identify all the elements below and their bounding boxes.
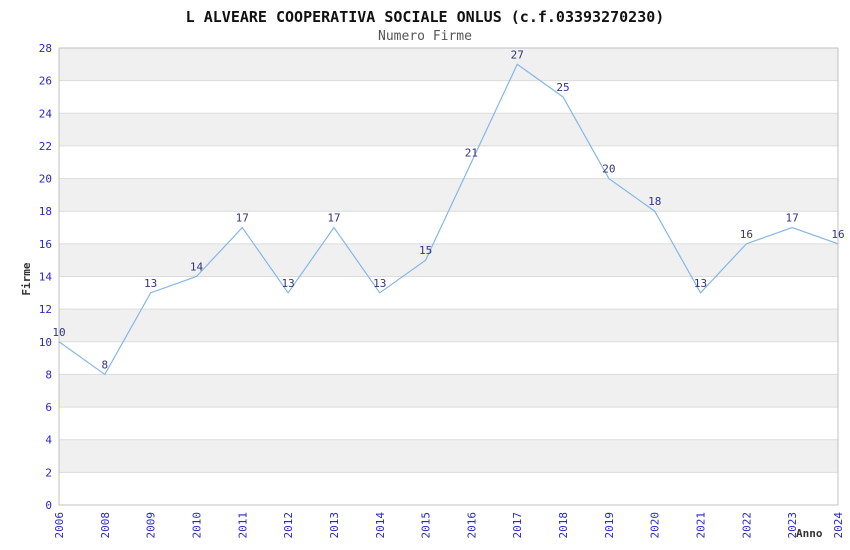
x-tick-label: 2024	[832, 512, 845, 539]
x-tick-label: 2011	[236, 512, 249, 539]
chart-subtitle: Numero Firme	[378, 29, 472, 44]
plot-band	[59, 243, 838, 277]
x-tick-label: 2022	[740, 512, 753, 539]
plot-bands	[59, 48, 838, 473]
x-tick-label: 2014	[374, 512, 387, 539]
data-point-label: 16	[740, 228, 753, 241]
data-point-label: 17	[327, 212, 340, 225]
series-line	[58, 63, 839, 376]
data-point-label: 16	[831, 228, 844, 241]
x-tick-label: 2012	[282, 512, 295, 539]
y-tick-label: 10	[39, 336, 52, 349]
data-point-label: 13	[373, 277, 386, 290]
y-tick-label: 18	[39, 205, 52, 218]
y-tick-label: 12	[39, 303, 52, 316]
x-tick-label: 2010	[190, 512, 203, 539]
x-tick-label: 2017	[511, 512, 524, 539]
data-point-label: 15	[419, 244, 432, 257]
x-tick-label: 2009	[145, 512, 158, 539]
data-point-label: 13	[694, 277, 707, 290]
chart-title: L ALVEARE COOPERATIVA SOCIALE ONLUS (c.f…	[185, 8, 665, 26]
y-tick-label: 4	[45, 434, 52, 447]
data-point-label: 20	[602, 163, 615, 176]
x-tick-label: 2015	[420, 512, 433, 539]
y-tick-label: 22	[39, 140, 52, 153]
x-tick-label: 2020	[649, 512, 662, 539]
x-tick-label: 2021	[695, 512, 708, 539]
y-tick-label: 26	[39, 75, 52, 88]
y-tick-label: 20	[39, 173, 52, 186]
plot-border	[58, 47, 839, 506]
y-tick-label: 8	[45, 368, 52, 381]
data-point-label: 10	[52, 326, 65, 339]
y-tick-label: 2	[45, 466, 52, 479]
plot-band	[59, 374, 838, 408]
data-point-label: 27	[511, 48, 524, 61]
data-point-label: 8	[102, 358, 109, 371]
gridlines	[59, 80, 838, 473]
data-point-label: 25	[556, 81, 569, 94]
y-axis-title: Firme	[20, 262, 33, 295]
x-axis-title: Anno	[796, 527, 823, 540]
y-tick-label: 0	[45, 499, 52, 512]
data-point-label: 13	[144, 277, 157, 290]
data-point-label: 17	[236, 212, 249, 225]
data-point-label: 13	[281, 277, 294, 290]
plot-band	[59, 178, 838, 212]
plot-band	[59, 113, 838, 146]
data-point-labels: 10 8 13 14 17 13 17 13 15 21 27 25 20 18 13 16 17 16	[52, 48, 844, 371]
x-tick-label: 2006	[53, 512, 66, 539]
data-point-label: 18	[648, 195, 661, 208]
plot-band	[59, 439, 838, 473]
data-point-label: 14	[190, 261, 204, 274]
x-tick-label: 2016	[465, 512, 478, 539]
data-point-label: 21	[465, 146, 478, 159]
x-tick-label: 2013	[328, 512, 341, 539]
y-tick-label: 16	[39, 238, 52, 251]
plot-band	[59, 48, 838, 81]
data-point-label: 17	[786, 212, 799, 225]
x-tick-label: 2019	[603, 512, 616, 539]
x-tick-label: 2018	[557, 512, 570, 539]
x-tick-label: 2008	[99, 512, 112, 539]
x-axis-tick-labels: 2006 2008 2009 2010 2011 2012 2013 2014 2015 2016…	[53, 512, 845, 539]
y-tick-label: 14	[39, 271, 53, 284]
plot-band	[59, 309, 838, 342]
y-tick-label: 24	[39, 107, 53, 120]
x-tick-label: 2023	[786, 512, 799, 539]
y-tick-label: 6	[45, 401, 52, 414]
y-tick-label: 28	[39, 42, 52, 55]
